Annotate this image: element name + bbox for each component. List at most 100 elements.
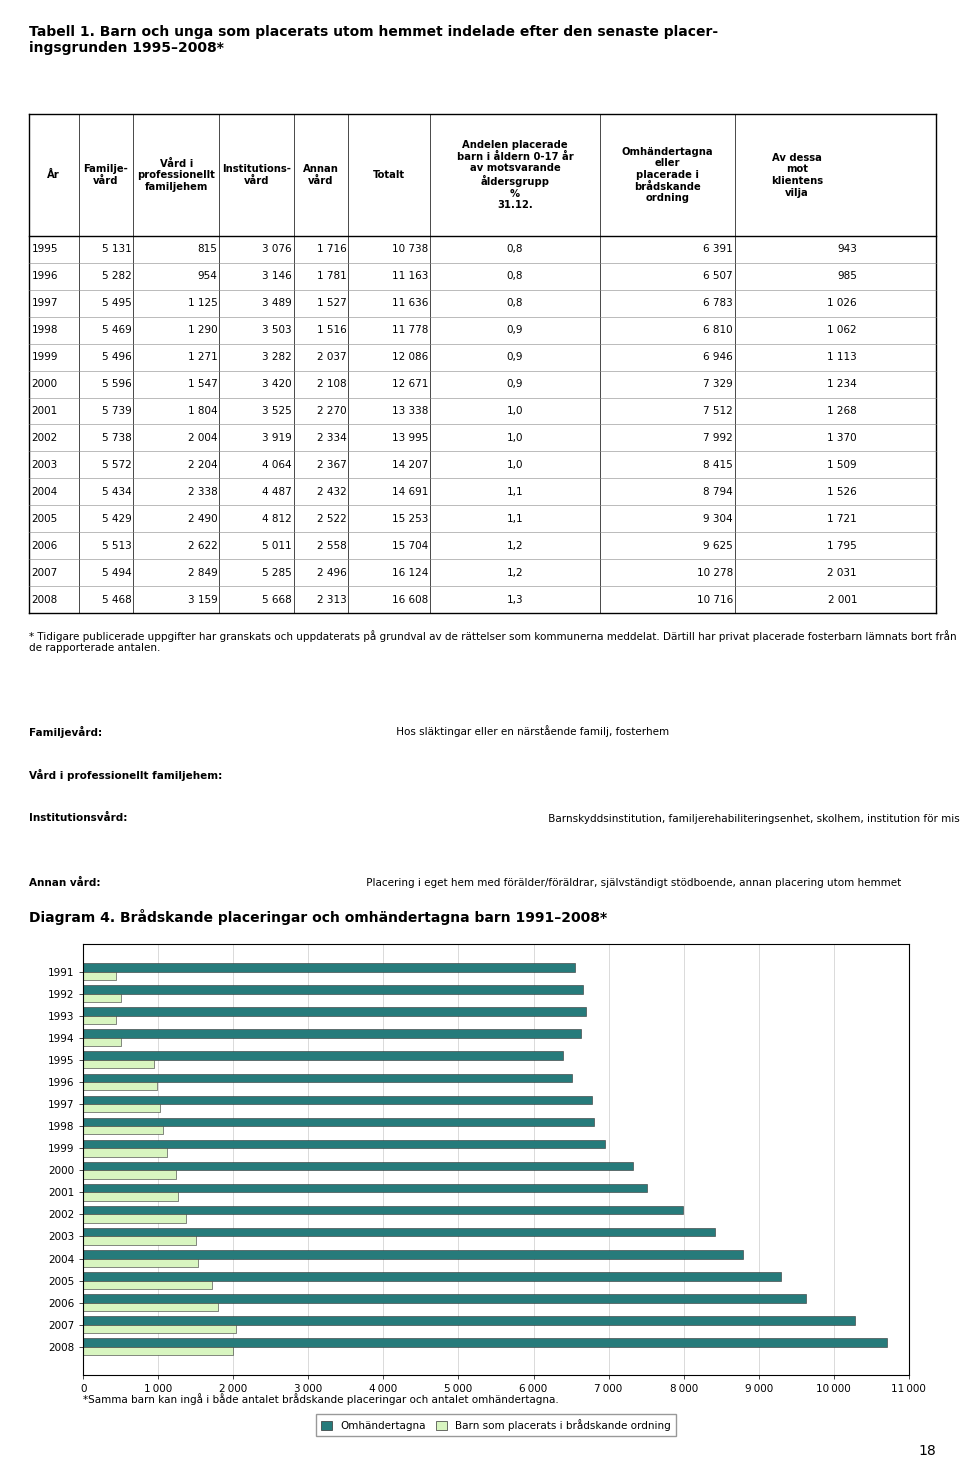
Text: 1 716: 1 716 (317, 245, 347, 255)
Text: 5 739: 5 739 (102, 406, 132, 416)
Text: 2 108: 2 108 (317, 379, 347, 390)
Text: Tabell 1. Barn och unga som placerats utom hemmet indelade efter den senaste pla: Tabell 1. Barn och unga som placerats ut… (29, 25, 718, 55)
Text: 1,0: 1,0 (507, 406, 523, 416)
Text: 1 527: 1 527 (317, 298, 347, 308)
Text: 1,2: 1,2 (507, 541, 523, 551)
Text: 8 794: 8 794 (703, 486, 732, 496)
Text: 3 525: 3 525 (262, 406, 292, 416)
Text: 0,8: 0,8 (507, 271, 523, 282)
Text: 0,9: 0,9 (507, 379, 523, 390)
Text: 2 001: 2 001 (828, 594, 857, 605)
Text: 2 031: 2 031 (828, 568, 857, 578)
Text: 3 420: 3 420 (262, 379, 292, 390)
Text: 1 271: 1 271 (188, 353, 218, 362)
Text: 1 290: 1 290 (188, 325, 218, 335)
Text: 1995: 1995 (32, 245, 58, 255)
Text: 2 432: 2 432 (317, 486, 347, 496)
Text: 12 086: 12 086 (392, 353, 428, 362)
Text: 1 026: 1 026 (828, 298, 857, 308)
Text: 0,9: 0,9 (507, 353, 523, 362)
Text: 1,3: 1,3 (507, 594, 523, 605)
Text: 14 207: 14 207 (392, 459, 428, 470)
Text: 5 596: 5 596 (102, 379, 132, 390)
Text: Hos släktingar eller en närstående familj, fosterhem: Hos släktingar eller en närstående famil… (394, 726, 669, 738)
Text: 2000: 2000 (32, 379, 58, 390)
Text: 4 064: 4 064 (262, 459, 292, 470)
Text: 815: 815 (198, 245, 218, 255)
Text: Placering i eget hem med förälder/föräldrar, självständigt stödboende, annan pla: Placering i eget hem med förälder/föräld… (363, 877, 901, 888)
Text: 16 608: 16 608 (392, 594, 428, 605)
Text: 1,0: 1,0 (507, 433, 523, 443)
Text: 5 495: 5 495 (102, 298, 132, 308)
Text: 0,9: 0,9 (507, 325, 523, 335)
Text: 5 468: 5 468 (102, 594, 132, 605)
Text: 7 992: 7 992 (703, 433, 732, 443)
Text: 1 804: 1 804 (188, 406, 218, 416)
Text: 1 268: 1 268 (828, 406, 857, 416)
Text: 1 516: 1 516 (317, 325, 347, 335)
Text: Andelen placerade
barn i åldern 0-17 år
av motsvarande
åldersgrupp
%
31.12.: Andelen placerade barn i åldern 0-17 år … (457, 139, 573, 210)
Text: 15 704: 15 704 (392, 541, 428, 551)
Text: 5 434: 5 434 (102, 486, 132, 496)
Text: 1,1: 1,1 (507, 514, 523, 523)
Text: 15 253: 15 253 (392, 514, 428, 523)
Text: 8 415: 8 415 (703, 459, 732, 470)
Text: 1996: 1996 (32, 271, 58, 282)
Text: 1 721: 1 721 (828, 514, 857, 523)
Text: 2008: 2008 (32, 594, 58, 605)
Text: 943: 943 (837, 245, 857, 255)
Text: Familjevård:: Familjevård: (29, 726, 102, 738)
Text: 3 489: 3 489 (262, 298, 292, 308)
Text: 2 849: 2 849 (188, 568, 218, 578)
Text: 1 370: 1 370 (828, 433, 857, 443)
Text: 16 124: 16 124 (392, 568, 428, 578)
Text: 2 338: 2 338 (188, 486, 218, 496)
Text: 13 338: 13 338 (392, 406, 428, 416)
Text: 3 919: 3 919 (262, 433, 292, 443)
Text: 11 778: 11 778 (392, 325, 428, 335)
Text: 5 738: 5 738 (102, 433, 132, 443)
Text: Institutionsvård:: Institutionsvård: (29, 812, 127, 823)
Text: 1 781: 1 781 (317, 271, 347, 282)
Text: 13 995: 13 995 (392, 433, 428, 443)
Text: 9 625: 9 625 (703, 541, 732, 551)
Text: 2007: 2007 (32, 568, 58, 578)
Text: 11 636: 11 636 (392, 298, 428, 308)
Text: 3 159: 3 159 (188, 594, 218, 605)
Text: 1999: 1999 (32, 353, 58, 362)
Text: 1 125: 1 125 (188, 298, 218, 308)
Text: 9 304: 9 304 (703, 514, 732, 523)
Text: Diagram 4. Brådskande placeringar och omhändertagna barn 1991–2008*: Diagram 4. Brådskande placeringar och om… (29, 908, 607, 925)
Text: 6 391: 6 391 (703, 245, 732, 255)
Text: *Samma barn kan ingå i både antalet brådskande placeringar och antalet omhändert: *Samma barn kan ingå i både antalet bråd… (84, 1393, 559, 1405)
Text: 1,1: 1,1 (507, 486, 523, 496)
Text: 1998: 1998 (32, 325, 58, 335)
Text: 5 282: 5 282 (102, 271, 132, 282)
Text: Familje-
vård: Familje- vård (84, 165, 129, 185)
Text: 5 469: 5 469 (102, 325, 132, 335)
Text: 3 076: 3 076 (262, 245, 292, 255)
Text: 18: 18 (919, 1443, 936, 1457)
Text: 12 671: 12 671 (392, 379, 428, 390)
Text: 2 004: 2 004 (188, 433, 218, 443)
Text: Totalt: Totalt (372, 170, 405, 181)
Text: 7 329: 7 329 (703, 379, 732, 390)
Text: 1,0: 1,0 (507, 459, 523, 470)
Text: 6 810: 6 810 (703, 325, 732, 335)
Text: Vård i professionellt familjehem:: Vård i professionellt familjehem: (29, 769, 222, 781)
Text: 6 507: 6 507 (703, 271, 732, 282)
Text: 6 783: 6 783 (703, 298, 732, 308)
Text: 5 496: 5 496 (102, 353, 132, 362)
Text: 7 512: 7 512 (703, 406, 732, 416)
Text: 3 503: 3 503 (262, 325, 292, 335)
Text: 10 278: 10 278 (697, 568, 732, 578)
Text: 2 270: 2 270 (317, 406, 347, 416)
Text: 5 513: 5 513 (102, 541, 132, 551)
Text: 14 691: 14 691 (392, 486, 428, 496)
Text: 3 146: 3 146 (262, 271, 292, 282)
Text: Av dessa
mot
klientens
vilja: Av dessa mot klientens vilja (771, 153, 823, 197)
Text: 2002: 2002 (32, 433, 58, 443)
Text: 4 487: 4 487 (262, 486, 292, 496)
Text: * Tidigare publicerade uppgifter har granskats och uppdaterats på grundval av de: * Tidigare publicerade uppgifter har gra… (29, 630, 956, 654)
Text: Annan vård:: Annan vård: (29, 877, 100, 888)
